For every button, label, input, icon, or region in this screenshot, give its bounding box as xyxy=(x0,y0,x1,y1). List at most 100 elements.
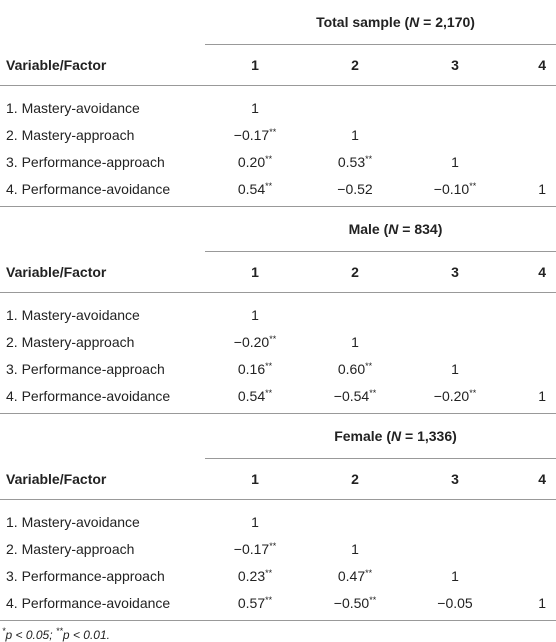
row-label: 4. Performance-avoidance xyxy=(0,589,205,621)
title-part: Female ( xyxy=(334,428,392,444)
cell xyxy=(405,293,505,329)
cell: 1 xyxy=(351,333,359,350)
cell: −0.17** xyxy=(233,540,277,557)
data-row: 4. Performance-avoidance 0.57** −0.50** −0.… xyxy=(0,589,556,621)
cell xyxy=(505,328,556,355)
significance-marker: ** xyxy=(365,567,373,578)
row-label: 4. Performance-avoidance xyxy=(0,382,205,414)
data-row: 1. Mastery-avoidance 1 xyxy=(0,500,556,536)
cell xyxy=(505,535,556,562)
row-label: 2. Mastery-approach xyxy=(6,126,135,143)
row-label: 3. Performance-approach xyxy=(6,567,165,584)
cell: 0.47** xyxy=(337,567,373,584)
cell: 1 xyxy=(505,175,556,207)
significance-marker: ** xyxy=(369,594,377,605)
data-row: 2. Mastery-approach −0.17** 1 xyxy=(0,121,556,148)
footnote-part: * xyxy=(2,626,6,636)
table-section: Total sample (N = 2,170) Variable/Factor 1… xyxy=(0,0,556,207)
column-header: Variable/Factor xyxy=(0,44,205,86)
blank-cell xyxy=(0,414,205,459)
cell: 0.53** xyxy=(337,153,373,170)
title-part: N xyxy=(409,14,420,30)
row-label: 3. Performance-approach xyxy=(6,360,165,377)
cell: −0.52 xyxy=(305,175,405,207)
cell: 0.54** xyxy=(205,382,305,414)
row-label: 1. Mastery-avoidance xyxy=(6,513,140,530)
significance-marker: ** xyxy=(369,387,377,398)
footnote-part: p xyxy=(62,628,70,642)
cell: 1 xyxy=(505,589,556,621)
cell xyxy=(505,562,556,589)
column-header: 3 xyxy=(405,251,505,293)
cell: 1 xyxy=(351,126,359,143)
title-part: N xyxy=(391,428,402,444)
footnote-part: < 0.01. xyxy=(69,628,110,642)
row-label: 1. Mastery-avoidance xyxy=(6,99,140,116)
title-part: Male ( xyxy=(348,221,389,237)
cell xyxy=(505,500,556,536)
cell xyxy=(405,86,505,122)
cell: 1 xyxy=(505,382,556,414)
significance-marker: ** xyxy=(265,387,273,398)
data-row: 4. Performance-avoidance 0.54** −0.54** −0.… xyxy=(0,382,556,414)
cell xyxy=(405,328,505,355)
data-row: 1. Mastery-avoidance 1 xyxy=(0,86,556,122)
significance-marker: ** xyxy=(365,360,373,371)
footnote-part: p xyxy=(5,628,13,642)
column-header: 4 xyxy=(505,44,556,86)
column-header: 2 xyxy=(305,251,405,293)
cell: 1 xyxy=(251,99,259,116)
cell xyxy=(505,355,556,382)
table-section: Male (N = 834) Variable/Factor 1 2 3 4 1. Mast… xyxy=(0,206,556,414)
data-row: 2. Mastery-approach −0.20** 1 xyxy=(0,328,556,355)
column-header-row: Variable/Factor 1 2 3 4 xyxy=(0,44,556,86)
data-row: 4. Performance-avoidance 0.54** −0.52 −0.10… xyxy=(0,175,556,207)
data-row: 3. Performance-approach 0.20** 0.53** 1 xyxy=(0,148,556,175)
title-part: = 1,336) xyxy=(401,428,457,444)
row-label: 4. Performance-avoidance xyxy=(0,175,205,207)
cell: 1 xyxy=(251,306,259,323)
significance-marker: ** xyxy=(265,594,273,605)
column-header: 3 xyxy=(405,458,505,500)
cell: −0.20** xyxy=(405,382,505,414)
section-title: Male (N = 834) xyxy=(205,206,556,252)
blank-cell xyxy=(0,207,205,252)
row-label: 3. Performance-approach xyxy=(6,153,165,170)
significance-marker: ** xyxy=(365,153,373,164)
row-label: 2. Mastery-approach xyxy=(6,540,135,557)
cell: 0.60** xyxy=(337,360,373,377)
significance-marker: ** xyxy=(269,126,277,137)
cell: 1 xyxy=(451,153,459,170)
title-part: N xyxy=(388,221,399,237)
title-part: = 834) xyxy=(398,221,443,237)
cell xyxy=(405,121,505,148)
correlation-table: Total sample (N = 2,170) Variable/Factor 1… xyxy=(0,0,556,621)
significance-marker: ** xyxy=(269,333,277,344)
significance-marker: ** xyxy=(469,387,477,398)
cell: 1 xyxy=(251,513,259,530)
row-label: 2. Mastery-approach xyxy=(6,333,135,350)
cell: −0.10** xyxy=(405,175,505,207)
footnote-part: < 0.05; xyxy=(12,628,56,642)
cell xyxy=(305,86,405,122)
cell xyxy=(305,500,405,536)
cell: 0.16** xyxy=(237,360,273,377)
column-header: Variable/Factor xyxy=(0,251,205,293)
cell: −0.50** xyxy=(305,589,405,621)
data-row: 3. Performance-approach 0.16** 0.60** 1 xyxy=(0,355,556,382)
table-section: Female (N = 1,336) Variable/Factor 1 2 3 4 1. … xyxy=(0,413,556,621)
cell xyxy=(405,500,505,536)
significance-marker: ** xyxy=(469,180,477,191)
section-title-row: Female (N = 1,336) xyxy=(0,413,556,459)
cell: −0.20** xyxy=(233,333,277,350)
cell xyxy=(405,535,505,562)
cell: 1 xyxy=(351,540,359,557)
data-row: 3. Performance-approach 0.23** 0.47** 1 xyxy=(0,562,556,589)
footnote: *p < 0.05; **p < 0.01. xyxy=(0,621,556,642)
cell xyxy=(505,121,556,148)
cell xyxy=(505,293,556,329)
title-part: = 2,170) xyxy=(419,14,475,30)
significance-marker: ** xyxy=(265,153,273,164)
column-header: 4 xyxy=(505,458,556,500)
